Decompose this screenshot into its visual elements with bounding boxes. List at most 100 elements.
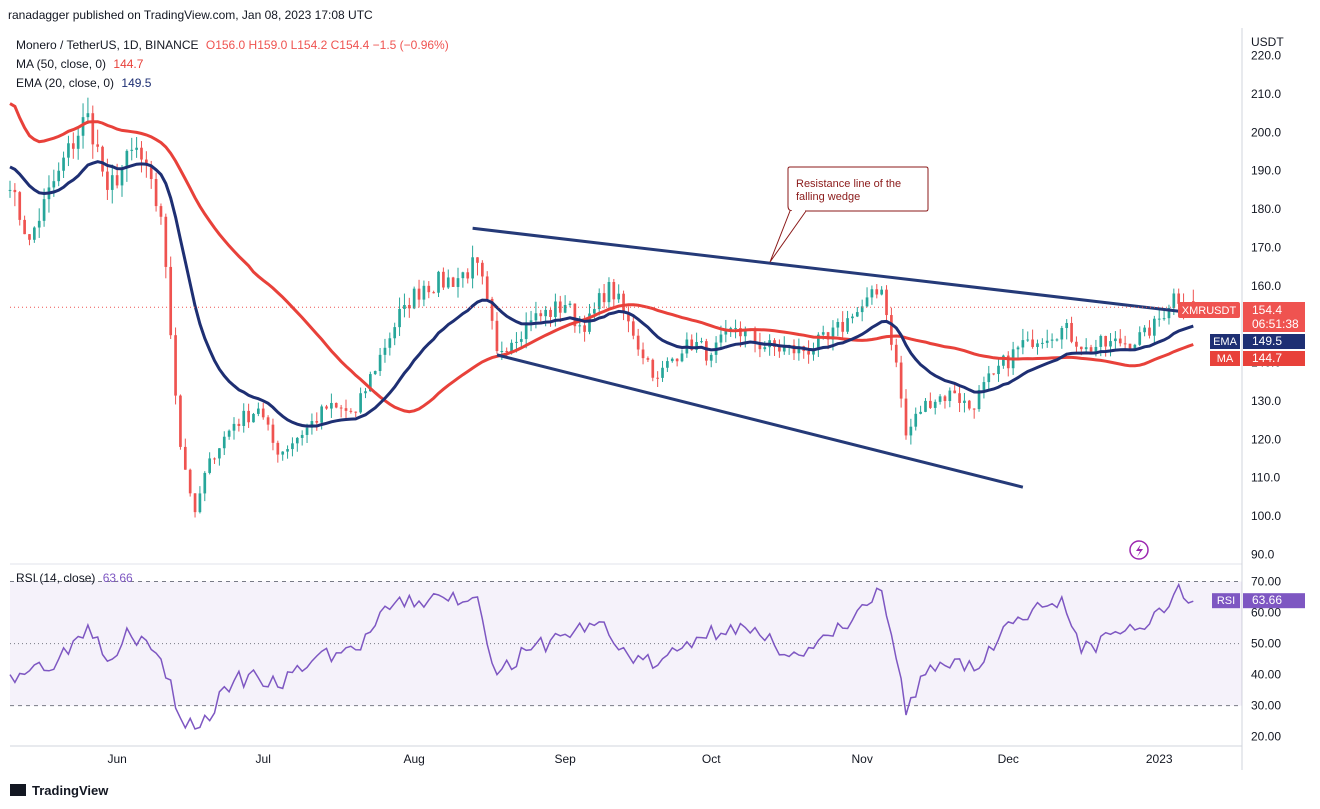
- candle[interactable]: [471, 257, 474, 279]
- candle[interactable]: [997, 365, 1000, 375]
- candle[interactable]: [568, 303, 572, 305]
- candle[interactable]: [661, 367, 664, 378]
- candle[interactable]: [914, 413, 918, 427]
- candle[interactable]: [37, 220, 41, 228]
- candle[interactable]: [899, 362, 903, 399]
- candle[interactable]: [666, 361, 669, 368]
- candle[interactable]: [305, 427, 309, 435]
- candle[interactable]: [1016, 347, 1020, 350]
- candle[interactable]: [612, 281, 616, 300]
- symbol-badge[interactable]: [1178, 302, 1240, 318]
- candle[interactable]: [924, 400, 927, 412]
- candle[interactable]: [549, 309, 552, 317]
- candle[interactable]: [57, 170, 61, 182]
- lightning-alert-icon[interactable]: [1129, 540, 1149, 560]
- candle[interactable]: [743, 329, 747, 337]
- candle[interactable]: [159, 206, 163, 217]
- candle[interactable]: [8, 189, 12, 191]
- candle[interactable]: [403, 305, 406, 309]
- candle[interactable]: [110, 175, 114, 190]
- candle[interactable]: [836, 321, 840, 328]
- candle[interactable]: [1104, 335, 1107, 347]
- candle[interactable]: [1070, 322, 1073, 342]
- candle[interactable]: [919, 411, 922, 414]
- candle[interactable]: [875, 289, 879, 295]
- candle[interactable]: [320, 406, 323, 423]
- candle[interactable]: [855, 312, 859, 317]
- candle[interactable]: [315, 421, 319, 423]
- candle[interactable]: [724, 329, 728, 335]
- candle[interactable]: [909, 426, 913, 436]
- candle[interactable]: [227, 430, 231, 437]
- price-pane[interactable]: [10, 28, 1242, 562]
- rsi-value-badge[interactable]: [1243, 593, 1305, 609]
- candle[interactable]: [758, 342, 762, 350]
- candle[interactable]: [1094, 346, 1098, 352]
- candle[interactable]: [451, 277, 455, 287]
- candle[interactable]: [734, 328, 737, 330]
- candle[interactable]: [1002, 355, 1005, 366]
- candle[interactable]: [393, 327, 397, 339]
- candle[interactable]: [437, 271, 440, 293]
- candle[interactable]: [91, 113, 95, 145]
- candle[interactable]: [237, 423, 241, 426]
- annotation-callout[interactable]: [769, 166, 929, 263]
- candle[interactable]: [1153, 318, 1156, 336]
- candle[interactable]: [369, 374, 372, 392]
- candle[interactable]: [963, 400, 966, 403]
- candle[interactable]: [359, 393, 362, 413]
- candle[interactable]: [1109, 341, 1112, 347]
- candle[interactable]: [617, 293, 621, 300]
- ma-tag[interactable]: [1210, 351, 1240, 366]
- candle[interactable]: [344, 408, 348, 411]
- candle[interactable]: [330, 402, 333, 409]
- candle[interactable]: [281, 451, 285, 455]
- candle[interactable]: [120, 168, 124, 186]
- candle[interactable]: [972, 408, 976, 410]
- candle[interactable]: [1026, 339, 1030, 341]
- candle[interactable]: [821, 332, 825, 335]
- candle[interactable]: [373, 371, 377, 375]
- candle[interactable]: [812, 350, 815, 355]
- candle[interactable]: [485, 276, 489, 299]
- candle[interactable]: [1167, 307, 1171, 319]
- candle[interactable]: [636, 335, 640, 350]
- candle[interactable]: [446, 277, 450, 288]
- candle[interactable]: [1172, 293, 1176, 308]
- candle[interactable]: [904, 398, 908, 436]
- candle[interactable]: [115, 175, 119, 186]
- ema-tag[interactable]: [1210, 334, 1240, 349]
- candle[interactable]: [631, 321, 635, 336]
- candle[interactable]: [271, 424, 275, 443]
- candle[interactable]: [461, 272, 465, 279]
- candle[interactable]: [1079, 346, 1083, 350]
- candle[interactable]: [378, 354, 382, 372]
- candle[interactable]: [208, 458, 211, 473]
- candle[interactable]: [670, 358, 674, 362]
- candle[interactable]: [179, 395, 182, 447]
- candle[interactable]: [709, 354, 713, 361]
- candle[interactable]: [982, 382, 986, 390]
- candle[interactable]: [695, 342, 698, 350]
- candle[interactable]: [145, 159, 148, 165]
- candle[interactable]: [412, 288, 416, 309]
- candle[interactable]: [398, 308, 401, 328]
- candle[interactable]: [597, 293, 601, 310]
- candle[interactable]: [719, 334, 723, 343]
- candle[interactable]: [929, 400, 932, 408]
- candle[interactable]: [817, 334, 820, 351]
- candle[interactable]: [349, 410, 353, 412]
- candle[interactable]: [1060, 328, 1064, 340]
- candle[interactable]: [943, 396, 947, 402]
- candle[interactable]: [174, 335, 177, 396]
- candle[interactable]: [953, 390, 957, 394]
- candle[interactable]: [130, 149, 134, 151]
- candle[interactable]: [198, 493, 202, 513]
- candle[interactable]: [1055, 339, 1059, 341]
- candle[interactable]: [1118, 338, 1122, 344]
- ema-price-badge[interactable]: [1243, 334, 1305, 349]
- candle[interactable]: [554, 301, 557, 317]
- candle[interactable]: [383, 347, 387, 355]
- candle[interactable]: [417, 288, 421, 300]
- candle[interactable]: [252, 413, 255, 423]
